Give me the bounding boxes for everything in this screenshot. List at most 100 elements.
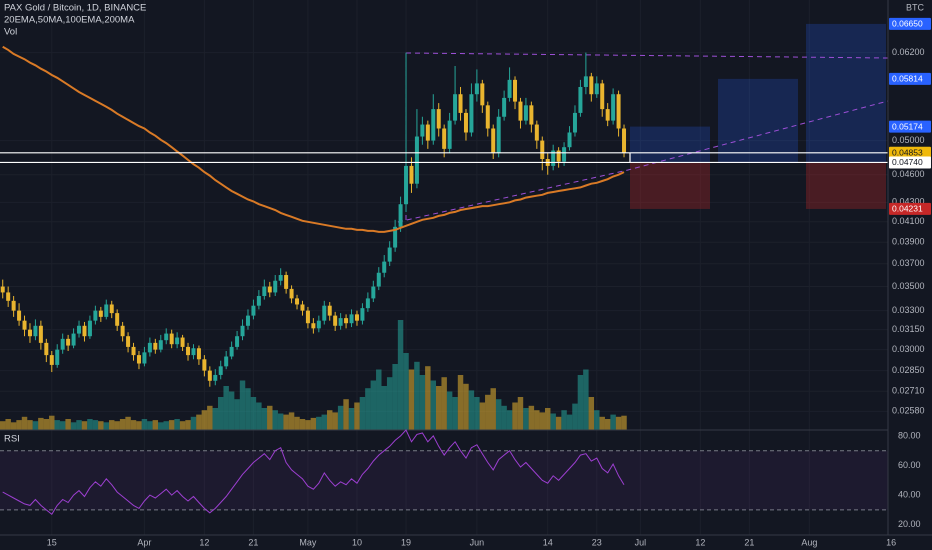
candle-body: [360, 308, 365, 321]
volume-bar: [190, 416, 197, 430]
volume-bar: [523, 408, 529, 430]
y-tick-label: 0.04100: [892, 216, 925, 226]
candle-body: [365, 298, 370, 309]
candle-body: [431, 109, 436, 141]
candle-body: [66, 338, 71, 346]
volume-bar: [98, 421, 104, 430]
candle-body: [409, 165, 414, 184]
volume-bar: [163, 421, 169, 430]
candle-body: [169, 333, 174, 345]
candle-body: [393, 226, 398, 248]
volume-bar: [610, 414, 616, 430]
volume-bar: [615, 416, 622, 430]
candle-body: [300, 304, 305, 311]
candle-body: [420, 124, 425, 137]
volume-bar: [359, 397, 366, 430]
price-tag-label: 0.05814: [892, 74, 923, 84]
candle-body: [338, 318, 343, 326]
volume-bar: [256, 402, 262, 430]
candle-body: [491, 128, 496, 154]
x-tick-label: Jul: [635, 537, 647, 547]
candle-body: [256, 296, 261, 306]
volume-bar: [109, 420, 115, 430]
price-tag: [889, 120, 931, 133]
target-zone: [718, 78, 798, 163]
candle-body: [27, 329, 32, 337]
volume-bar: [81, 421, 88, 430]
candle-body: [583, 76, 588, 87]
volume-bar: [174, 419, 180, 430]
candle-body: [71, 333, 76, 346]
volume-bar: [59, 421, 66, 430]
x-tick-label: 21: [248, 537, 258, 547]
candle-body: [229, 346, 234, 357]
volume-bar: [457, 375, 464, 430]
volume-bar: [604, 419, 611, 430]
y-tick-label: 0.03300: [892, 305, 925, 315]
volume-bar: [485, 394, 491, 430]
candle-body: [147, 342, 152, 353]
x-tick-label: 23: [592, 537, 602, 547]
candle-body: [354, 314, 359, 321]
rsi-tick-label: 60.00: [898, 460, 921, 470]
candle-body: [131, 346, 136, 356]
candle-body: [453, 94, 458, 121]
volume-bar: [545, 408, 551, 430]
price-tag-label: 0.04740: [892, 157, 923, 167]
candle-body: [562, 147, 567, 162]
target-zone: [630, 126, 710, 163]
candle-body: [469, 94, 474, 133]
candle-body: [278, 275, 283, 281]
volume-bar: [621, 415, 627, 430]
volume-bar: [512, 402, 518, 430]
candle-body: [38, 325, 43, 343]
volume-bar: [5, 419, 11, 430]
volume-bar: [38, 417, 44, 430]
volume-bar: [114, 421, 120, 430]
rsi-tick-label: 20.00: [898, 519, 921, 529]
candle-body: [474, 83, 479, 95]
volume-bar: [539, 412, 545, 430]
price-tag: [889, 146, 931, 159]
candle-body: [136, 355, 141, 364]
price-tag: [889, 17, 931, 30]
candle-body: [611, 94, 616, 121]
candle-body: [327, 305, 332, 316]
volume-bar: [479, 402, 486, 430]
volume-bar: [414, 361, 420, 430]
candle-body: [126, 336, 131, 347]
volume-bar: [130, 420, 137, 430]
candle-body: [213, 374, 218, 381]
y-tick-label: 0.04300: [892, 197, 925, 207]
volume-bar: [588, 397, 595, 430]
volume-bar: [337, 405, 344, 430]
volume-bar: [583, 369, 589, 430]
volume-label: Vol: [4, 27, 17, 38]
candle-body: [251, 305, 256, 316]
candle-body: [11, 300, 16, 311]
volume-bar: [92, 420, 99, 430]
candle-body: [463, 112, 468, 133]
candle-body: [240, 325, 245, 337]
volume-bar: [555, 416, 562, 430]
volume-bar: [403, 353, 409, 430]
x-tick-label: 12: [695, 537, 705, 547]
volume-bar: [408, 369, 415, 430]
y-tick-label: 0.05000: [892, 135, 925, 145]
candle-body: [316, 320, 321, 329]
candle-body: [523, 105, 528, 121]
candle-body: [49, 355, 54, 365]
volume-bar: [70, 422, 77, 430]
volume-bar: [119, 419, 126, 430]
candle-body: [33, 325, 38, 337]
volume-bar: [218, 397, 224, 430]
candle-body: [480, 83, 485, 106]
volume-bar: [245, 388, 251, 430]
volume-bar: [550, 413, 556, 430]
volume-bar: [463, 383, 469, 430]
candle-body: [594, 83, 599, 95]
candle-body: [518, 101, 523, 121]
x-tick-label: 12: [199, 537, 209, 547]
volume-bar: [376, 369, 382, 430]
volume-bar: [168, 420, 175, 430]
